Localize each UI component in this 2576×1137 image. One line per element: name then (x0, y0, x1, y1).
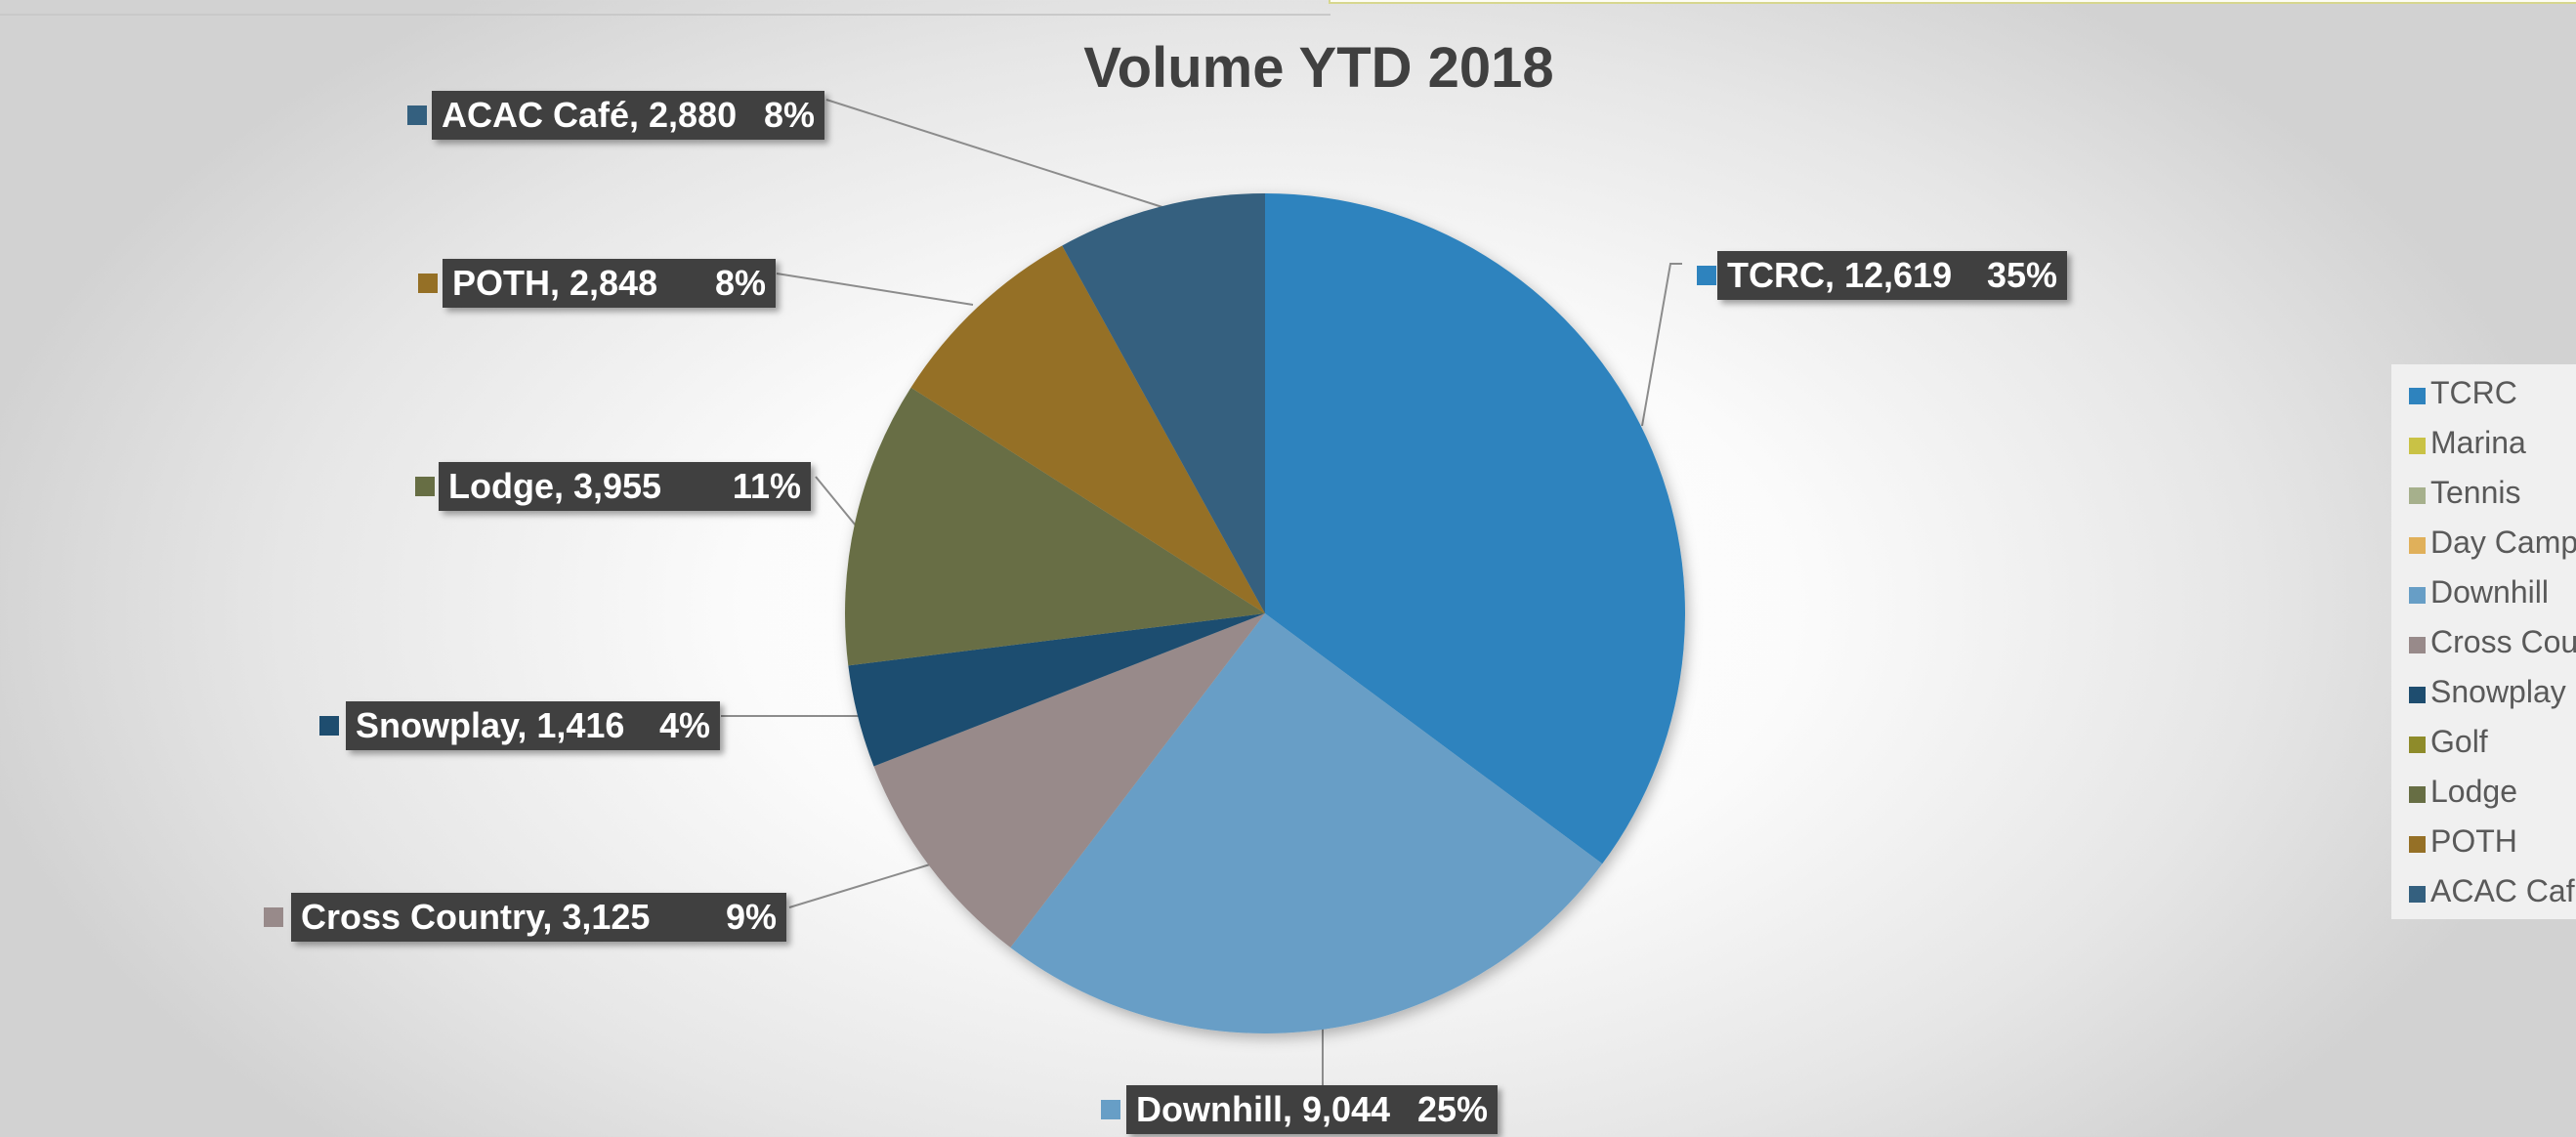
pie-slice-acac-cafe (1062, 193, 1265, 613)
legend-swatch (2409, 587, 2426, 604)
legend-item-lodge: Lodge (2391, 770, 2576, 820)
leader-line-poth (776, 273, 974, 306)
legend-swatch (2409, 737, 2426, 753)
legend-label: Tennis (2430, 475, 2521, 510)
legend-label: Snowplay (2430, 674, 2566, 709)
data-label-key-snowplay (319, 716, 339, 736)
legend-label: Day Camp (2430, 525, 2576, 560)
legend-swatch (2409, 388, 2426, 404)
legend-item-golf: Golf (2391, 720, 2576, 770)
data-label-tcrc: TCRC, 12,619 35% (1717, 251, 2067, 300)
data-label-poth: POTH, 2,848 8% (443, 259, 776, 308)
leader-line-cross-country (788, 863, 931, 908)
data-label-text: Cross Country, 3,125 (301, 897, 651, 937)
data-label-percent: 25% (1416, 1089, 1488, 1129)
legend-label: ACAC Caf (2430, 873, 2575, 908)
data-label-text: POTH, 2,848 (452, 263, 658, 303)
legend-label: Golf (2430, 724, 2488, 759)
data-label-text: Downhill, 9,044 (1136, 1089, 1391, 1129)
pie-slice-poth (910, 245, 1265, 613)
legend-item-marina: Marina (2391, 421, 2576, 471)
legend-label: TCRC (2430, 375, 2517, 410)
legend-swatch (2409, 786, 2426, 803)
legend-item-poth: POTH (2391, 820, 2576, 869)
pie-slice-downhill (1010, 613, 1603, 1033)
pie-slice-snowplay (848, 613, 1265, 767)
legend-swatch (2409, 438, 2426, 454)
legend-item-acac-cafe: ACAC Caf (2391, 869, 2576, 919)
legend-item-tennis: Tennis (2391, 471, 2576, 521)
leader-line-lodge (815, 476, 857, 526)
legend-swatch (2409, 886, 2426, 903)
data-label-text: ACAC Café, 2,880 (442, 95, 738, 135)
legend-label: Cross Cou (2430, 624, 2576, 659)
data-label-key-poth (418, 274, 438, 293)
data-label-key-cross-country (264, 907, 283, 927)
legend-label: Downhill (2430, 574, 2549, 610)
pie-slice-cross-country (873, 613, 1265, 948)
legend-swatch (2409, 836, 2426, 853)
data-label-percent: 9% (725, 897, 777, 937)
legend-item-snowplay: Snowplay (2391, 670, 2576, 720)
leader-line-tcrc (1641, 263, 1682, 427)
legend-item-tcrc: TCRC (2391, 371, 2576, 421)
legend-label: Marina (2430, 425, 2526, 460)
leader-lines (721, 99, 1682, 1085)
legend-item-downhill: Downhill (2391, 570, 2576, 620)
chart-title: Volume YTD 2018 (1083, 36, 1554, 100)
legend-item-day-camp: Day Camp (2391, 521, 2576, 570)
legend-label: POTH (2430, 823, 2517, 859)
data-label-key-downhill (1101, 1100, 1120, 1119)
data-label-snowplay: Snowplay, 1,416 4% (346, 701, 720, 750)
data-label-key-lodge (415, 477, 435, 496)
data-label-percent: 35% (1986, 255, 2057, 295)
data-label-key-acac-cafe (407, 105, 427, 125)
data-label-text: Lodge, 3,955 (448, 466, 662, 506)
pie-slices (844, 193, 1686, 1033)
data-label-text: Snowplay, 1,416 (356, 705, 625, 745)
legend-label: Lodge (2430, 774, 2517, 809)
pie-slice-lodge (844, 387, 1265, 666)
legend-item-cross-country: Cross Cou (2391, 620, 2576, 670)
leader-line-acac-cafe (825, 99, 1166, 209)
chart-legend: TCRC Marina Tennis Day Camp Downhill Cross Co… (2391, 364, 2576, 919)
data-label-downhill: Downhill, 9,044 25% (1126, 1085, 1498, 1134)
legend-swatch (2409, 537, 2426, 554)
legend-swatch (2409, 687, 2426, 703)
data-label-acac-cafe: ACAC Café, 2,880 8% (432, 91, 824, 140)
top-panel-edge (1329, 0, 2576, 4)
data-label-percent: 4% (658, 705, 710, 745)
data-label-percent: 8% (763, 95, 815, 135)
pie-slice-tcrc (1265, 193, 1686, 864)
data-label-cross-country: Cross Country, 3,125 9% (291, 893, 786, 942)
data-label-percent: 8% (714, 263, 766, 303)
data-label-percent: 11% (732, 466, 801, 506)
data-label-text: TCRC, 12,619 (1727, 255, 1953, 295)
legend-swatch (2409, 637, 2426, 653)
data-label-lodge: Lodge, 3,955 11% (439, 462, 811, 511)
top-divider (0, 14, 1330, 16)
legend-swatch (2409, 487, 2426, 504)
data-label-key-tcrc (1697, 266, 1716, 285)
